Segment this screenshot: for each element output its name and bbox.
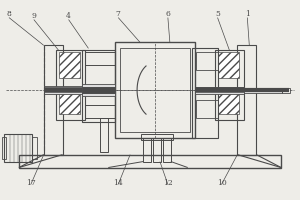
- Bar: [58, 52, 80, 78]
- Bar: [2, 137, 6, 159]
- Bar: [120, 48, 190, 132]
- Bar: [56, 50, 85, 120]
- Bar: [82, 84, 115, 96]
- Text: 8: 8: [7, 10, 11, 18]
- Text: 5: 5: [215, 10, 220, 18]
- Text: 10: 10: [217, 179, 226, 187]
- Bar: [218, 88, 239, 114]
- Bar: [85, 105, 115, 118]
- Bar: [196, 100, 217, 118]
- Bar: [115, 42, 195, 138]
- Bar: [192, 48, 218, 138]
- Text: 6: 6: [165, 10, 170, 18]
- Bar: [58, 88, 80, 114]
- Bar: [153, 138, 161, 162]
- Text: 12: 12: [163, 179, 173, 187]
- Bar: [195, 87, 244, 94]
- Bar: [163, 138, 171, 162]
- Bar: [44, 45, 63, 155]
- Bar: [32, 137, 37, 159]
- Bar: [214, 50, 244, 120]
- Bar: [100, 118, 108, 152]
- Bar: [244, 88, 282, 93]
- Bar: [82, 50, 115, 122]
- Text: 17: 17: [26, 179, 36, 187]
- Text: 4: 4: [66, 12, 71, 20]
- Bar: [141, 134, 173, 140]
- Bar: [44, 86, 82, 94]
- Bar: [237, 45, 256, 155]
- Bar: [85, 52, 115, 65]
- Bar: [196, 52, 217, 70]
- Text: 9: 9: [32, 12, 36, 20]
- Bar: [143, 138, 151, 162]
- Text: 1: 1: [245, 10, 250, 18]
- Bar: [19, 155, 281, 168]
- Text: 7: 7: [116, 10, 121, 18]
- Bar: [282, 88, 290, 93]
- Bar: [4, 134, 32, 162]
- Bar: [218, 52, 239, 78]
- Text: 14: 14: [113, 179, 123, 187]
